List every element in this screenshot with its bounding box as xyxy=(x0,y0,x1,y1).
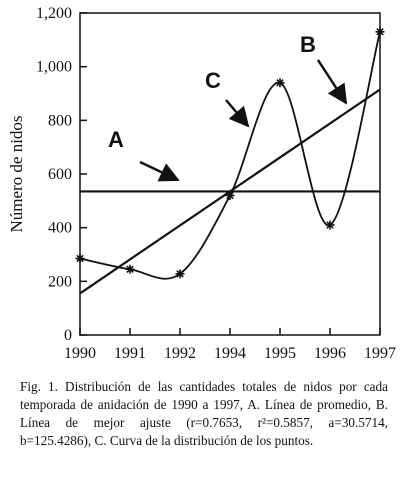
annotation: B xyxy=(300,32,316,57)
chart: Número de nidos 0 200 400 600 800 1,000 1,200 1… xyxy=(7,5,396,362)
x-tick-label: 1997 xyxy=(364,345,396,362)
x-tick-label: 1996 xyxy=(314,345,346,362)
y-tick-label: 0 xyxy=(64,327,72,344)
caption: Fig. 1. Distribución de las cantidades t… xyxy=(20,379,388,448)
x-tick-label: 1992 xyxy=(164,345,196,362)
point xyxy=(125,264,135,274)
y-tick-label: 400 xyxy=(48,220,72,237)
point xyxy=(375,27,385,37)
y-tick-label: 1,000 xyxy=(36,59,72,76)
point xyxy=(225,190,235,200)
plot-frame xyxy=(79,12,381,336)
y-tick-label: 600 xyxy=(48,166,72,183)
point xyxy=(175,269,185,279)
x-tick-label: 1994 xyxy=(214,345,246,362)
x-tick-label: 1995 xyxy=(264,345,296,362)
y-axis-label: Número de nidos xyxy=(7,115,26,232)
annotation-arrow xyxy=(225,99,250,128)
annotation-arrow xyxy=(139,160,180,182)
annotation-arrow xyxy=(316,59,348,105)
y-tick-label: 1,200 xyxy=(36,5,72,22)
x-tick-label: 1991 xyxy=(114,345,146,362)
y-tick-label: 800 xyxy=(48,112,72,129)
x-tick-label: 1990 xyxy=(64,345,96,362)
annotation: A xyxy=(108,127,124,152)
annotation: C xyxy=(205,68,221,93)
y-tick-label: 200 xyxy=(48,273,72,290)
point xyxy=(275,78,285,88)
curve xyxy=(79,31,381,280)
point xyxy=(325,220,335,230)
point xyxy=(75,254,85,264)
